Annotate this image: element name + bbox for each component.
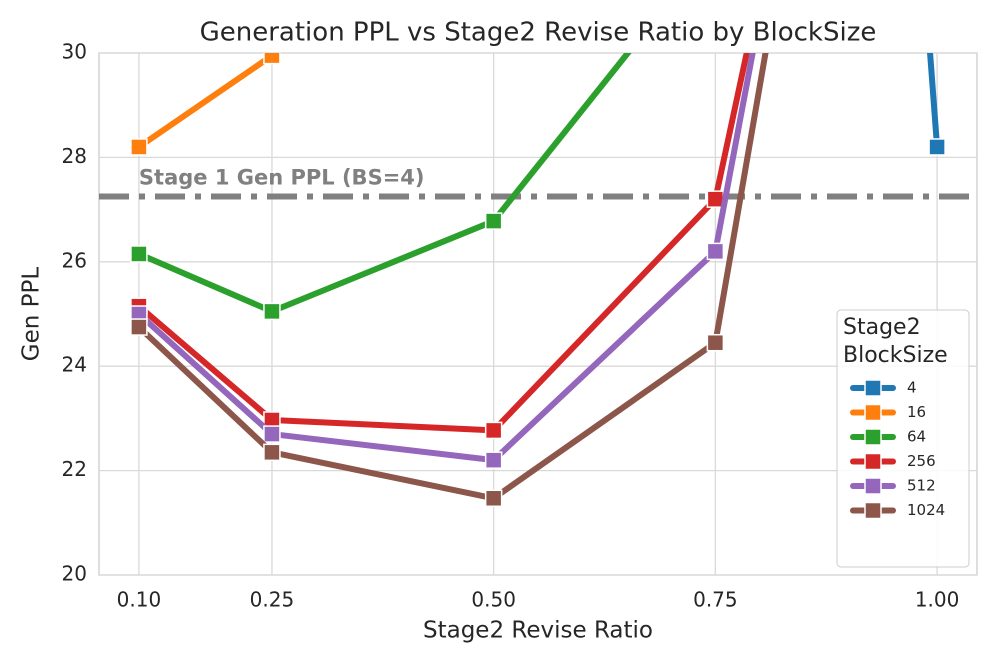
legend-marker bbox=[864, 428, 882, 446]
marker bbox=[928, 138, 946, 156]
x-tick-label: 0.25 bbox=[250, 588, 295, 612]
legend-label: 1024 bbox=[907, 501, 945, 519]
marker bbox=[706, 242, 725, 261]
marker bbox=[484, 212, 503, 230]
marker bbox=[263, 302, 281, 321]
marker bbox=[484, 451, 503, 469]
y-tick-label: 28 bbox=[62, 144, 87, 168]
marker bbox=[263, 53, 281, 65]
x-tick-label: 0.50 bbox=[471, 588, 516, 612]
legend-marker bbox=[864, 379, 882, 397]
marker bbox=[263, 443, 281, 462]
legend-marker bbox=[864, 477, 882, 495]
marker bbox=[130, 318, 148, 336]
legend-label: 512 bbox=[907, 477, 936, 495]
y-tick-label: 26 bbox=[62, 248, 87, 272]
series-line bbox=[137, 53, 632, 315]
x-axis-label: Stage2 Revise Ratio bbox=[423, 618, 653, 644]
marker bbox=[706, 190, 725, 208]
x-tick-label: 0.75 bbox=[693, 588, 738, 612]
legend-marker bbox=[864, 403, 882, 422]
marker bbox=[130, 138, 148, 156]
legend-marker bbox=[864, 501, 882, 520]
chart-title: Generation PPL vs Stage2 Revise Ratio by… bbox=[200, 18, 877, 48]
grid bbox=[99, 52, 977, 576]
y-tick-label: 30 bbox=[62, 40, 87, 64]
marker bbox=[484, 489, 503, 508]
legend-label: 64 bbox=[907, 428, 926, 446]
marker bbox=[706, 333, 725, 352]
legend-label: 4 bbox=[907, 379, 917, 397]
y-tick-label: 22 bbox=[62, 457, 87, 481]
legend-label: 256 bbox=[907, 452, 936, 470]
y-axis-label: Gen PPL bbox=[19, 267, 45, 362]
marker bbox=[263, 425, 281, 443]
reference-label: Stage 1 Gen PPL (BS=4) bbox=[139, 166, 425, 190]
marker bbox=[484, 421, 503, 440]
y-tick-label: 24 bbox=[62, 353, 87, 377]
x-tick-label: 0.10 bbox=[117, 588, 162, 612]
plot-area bbox=[98, 52, 978, 576]
legend-label: 16 bbox=[907, 403, 926, 421]
y-tick-label: 20 bbox=[62, 562, 87, 586]
x-tick-label: 1.00 bbox=[915, 588, 960, 612]
legend-marker bbox=[864, 452, 882, 471]
marker bbox=[130, 245, 148, 263]
legend: Stage2 BlockSize 4 16 64 256 512 1024 bbox=[836, 309, 970, 568]
legend-title: Stage2 BlockSize bbox=[843, 315, 948, 368]
series-line bbox=[137, 53, 274, 150]
plot-content bbox=[99, 53, 977, 508]
